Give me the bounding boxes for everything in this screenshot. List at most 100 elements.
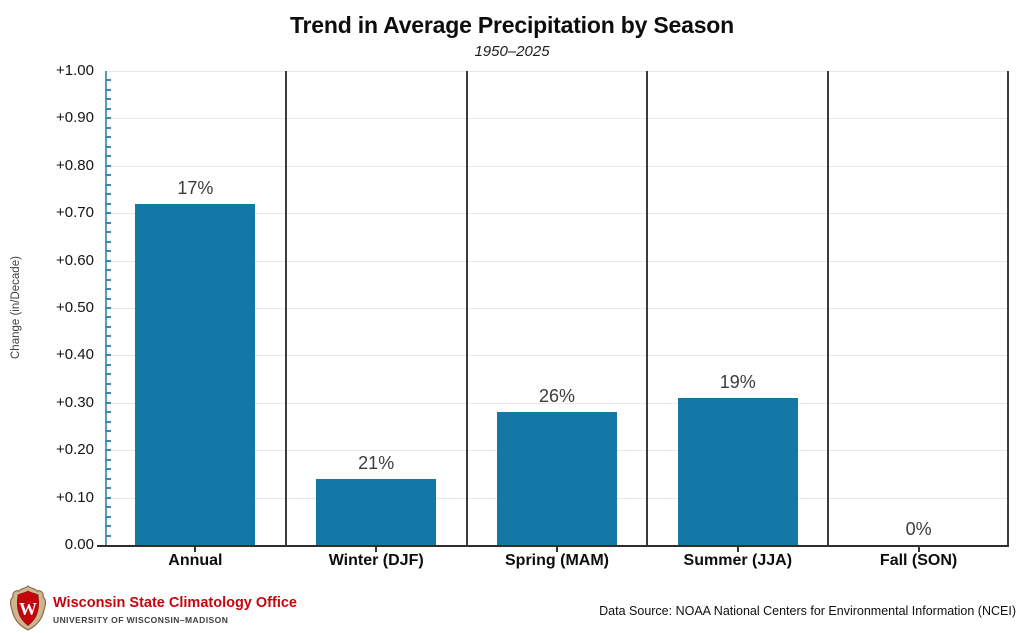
x-axis-category-tick (194, 545, 197, 552)
y-axis-tick-label: +0.60 (56, 251, 94, 269)
panel-separator (465, 71, 468, 545)
y-axis-minor-tick (105, 202, 111, 205)
bar-annual (135, 203, 256, 545)
bar-value-label: 26% (538, 386, 576, 407)
x-axis-category-label: Summer (JJA) (683, 552, 793, 569)
panel-separator (827, 71, 830, 545)
gridline (105, 402, 1009, 404)
bar-value-label: 0% (905, 519, 932, 539)
y-axis-tick-label: +0.30 (56, 393, 94, 411)
y-axis-minor-tick (105, 382, 111, 385)
bar-spring (497, 412, 617, 545)
org-name: Wisconsin State Climatology Office (53, 595, 297, 611)
y-axis-minor-tick (105, 126, 111, 129)
y-axis-minor-tick (105, 174, 111, 177)
bar-summer (677, 398, 798, 545)
y-axis-minor-tick (105, 525, 111, 528)
y-axis-minor-tick (105, 496, 111, 499)
x-axis-category-label: Spring (MAM) (505, 552, 609, 569)
x-axis-category-tick (556, 545, 558, 552)
x-axis-category-label: Fall (SON) (879, 552, 958, 569)
y-axis-minor-tick (105, 439, 111, 442)
y-axis-tick-label: +0.40 (56, 346, 94, 364)
y-axis-minor-tick (105, 117, 111, 120)
chart-title: Trend in Average Precipitation by Season (289, 12, 735, 38)
gridline (105, 118, 1009, 120)
y-axis-tick-label: 0.00 (64, 536, 94, 553)
x-axis-category-tick (736, 545, 739, 552)
y-axis-minor-tick (105, 145, 111, 148)
y-axis-minor-tick (105, 183, 111, 186)
y-axis-minor-tick (105, 155, 111, 158)
y-axis-minor-tick (105, 344, 111, 347)
y-axis-tick-label: +0.90 (56, 109, 94, 127)
y-axis-title: Change (in/Decade) (10, 256, 22, 360)
y-axis-minor-tick (105, 259, 111, 262)
y-axis-minor-tick (105, 278, 111, 281)
y-axis-minor-tick (105, 515, 111, 518)
plot-area: 17% Annual 21% Winter (DJF) 26% Spring (MAM) 1… (97, 71, 1009, 569)
y-axis-minor-tick (105, 250, 111, 253)
y-axis-tick-label: +1.00 (56, 62, 94, 79)
chart-subtitle: 1950–2025 (474, 43, 550, 60)
x-axis-extension (97, 545, 105, 547)
y-axis-minor-tick (105, 269, 111, 272)
y-axis-tick-label: +0.20 (56, 441, 94, 459)
y-axis-minor-tick (105, 107, 111, 110)
y-axis-minor-tick (105, 534, 111, 537)
bar-value-label: 19% (719, 372, 756, 393)
y-axis-minor-tick (105, 79, 111, 82)
org-subname: UNIVERSITY OF WISCONSIN–MADISON (53, 615, 229, 625)
gridline (105, 308, 1009, 309)
y-axis-minor-tick (105, 373, 111, 376)
y-axis-minor-tick (105, 316, 111, 319)
y-axis-minor-tick (105, 354, 111, 357)
y-axis-minor-tick (105, 477, 111, 480)
y-axis-minor-tick (105, 193, 111, 196)
y-axis-minor-tick (105, 240, 111, 243)
y-axis-minor-tick (105, 212, 111, 215)
y-axis-minor-tick (105, 411, 111, 414)
y-axis-minor-tick (105, 458, 111, 461)
gridline (105, 71, 1009, 72)
data-source: Data Source: NOAA National Centers for E… (599, 604, 1016, 618)
panel-separator (1007, 71, 1009, 545)
panel-separator (284, 71, 287, 545)
y-axis-minor-tick (105, 420, 111, 423)
y-axis-minor-tick (105, 288, 111, 291)
x-axis-category-label: Annual (168, 552, 223, 569)
y-axis-minor-tick (105, 363, 111, 366)
x-axis-category-tick (917, 545, 920, 552)
y-axis-minor-tick (105, 430, 111, 433)
y-axis-minor-tick (105, 231, 111, 234)
y-axis-minor-tick (105, 221, 111, 224)
panel-separator (646, 71, 649, 545)
bar-value-label: 21% (358, 452, 395, 473)
y-axis-minor-tick (105, 307, 111, 309)
y-axis-minor-tick (105, 136, 111, 139)
y-axis-minor-tick (105, 164, 111, 167)
bar-value-label: 17% (177, 177, 214, 198)
y-axis-minor-tick (105, 506, 111, 509)
y-axis-tick-label: +0.80 (56, 156, 94, 174)
x-axis-category-tick (375, 545, 378, 552)
y-axis-tick-label: +0.50 (56, 299, 94, 316)
y-axis-tick-labels: 0.00 +0.10 +0.20 +0.30 +0.40 +0.50 +0.60 +0.70 +… (28, 62, 94, 553)
y-axis-minor-tick (105, 88, 111, 91)
y-axis-minor-tick (105, 468, 111, 471)
y-axis-tick-label: +0.10 (56, 488, 94, 506)
bar-winter (316, 478, 437, 545)
y-axis-tick-label: +0.70 (56, 204, 94, 222)
gridline (105, 260, 1009, 262)
y-axis-minor-tick (105, 335, 111, 338)
gridline (105, 355, 1009, 357)
chart-header: Trend in Average Precipitation by Season… (0, 12, 1024, 60)
y-axis-minor-tick (105, 487, 111, 490)
x-axis-category-label: Winter (DJF) (328, 552, 424, 569)
uw-crest-icon: W (10, 585, 46, 631)
svg-text:W: W (19, 599, 37, 619)
y-axis-minor-tick (105, 297, 111, 300)
y-axis-minor-tick (105, 401, 111, 404)
gridline (105, 165, 1009, 167)
y-axis-minor-tick (105, 392, 111, 395)
